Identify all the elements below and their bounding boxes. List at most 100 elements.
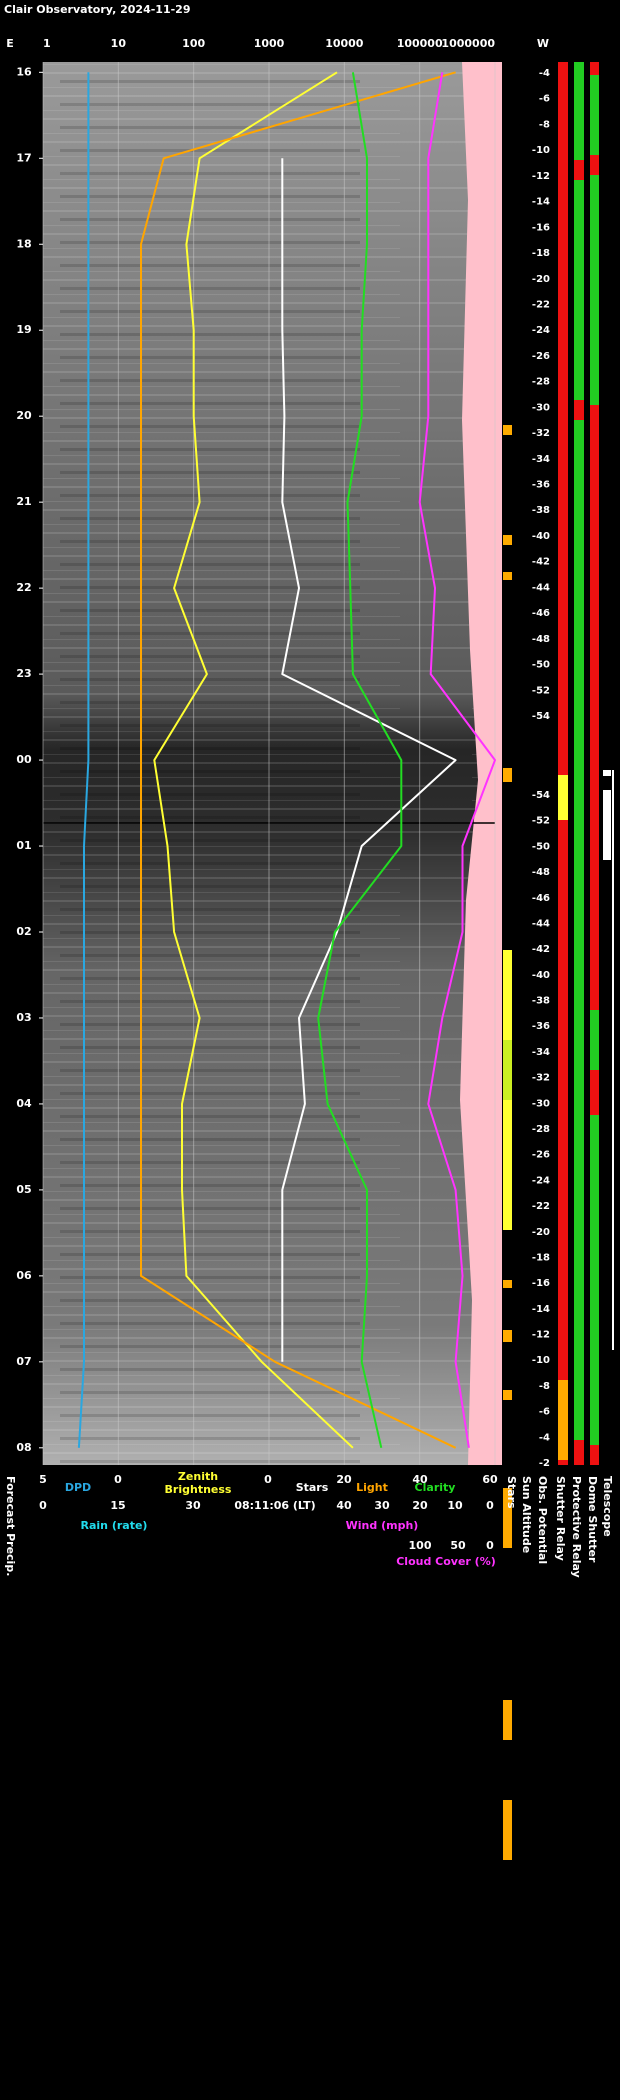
status-cell — [503, 950, 512, 1040]
altitude-label: -46 — [532, 893, 550, 904]
altitude-label: -28 — [532, 377, 550, 388]
series-label: DPD — [65, 1481, 91, 1494]
altitude-label: -8 — [539, 119, 550, 130]
altitude-label: -24 — [532, 1175, 550, 1186]
sun-strip — [495, 62, 502, 1465]
status-cell — [503, 1100, 512, 1230]
altitude-label: -28 — [532, 1124, 550, 1135]
altitude-label: -54 — [532, 711, 550, 722]
scale-tick-label: 0 — [486, 1539, 494, 1552]
protective-relay — [590, 1115, 599, 1445]
altitude-label: -18 — [532, 248, 550, 259]
status-cell — [503, 572, 512, 580]
x-tick-label: 100000 — [397, 37, 443, 50]
altitude-label: -52 — [532, 816, 550, 827]
altitude-label: -22 — [532, 299, 550, 310]
y-tick-label: 22 — [16, 581, 31, 594]
y-tick-label: 16 — [16, 65, 32, 78]
status-cell — [503, 1700, 512, 1740]
altitude-label: -20 — [532, 1227, 550, 1238]
x-tick-label: 10000 — [325, 37, 364, 50]
scale-tick-label: 0 — [114, 1473, 122, 1486]
west-label: W — [537, 37, 549, 50]
cloud-region — [460, 62, 495, 1465]
altitude-label: -42 — [532, 557, 550, 568]
altitude-label: -18 — [532, 1252, 550, 1263]
altitude-label: -40 — [532, 531, 550, 542]
scale-tick-label: 100 — [409, 1539, 432, 1552]
rain-label: Rain (rate) — [81, 1519, 148, 1532]
scale-tick-label: 20 — [336, 1473, 352, 1486]
y-tick-label: 20 — [16, 409, 32, 422]
obs-potential — [558, 62, 568, 1465]
altitude-label: -20 — [532, 274, 550, 285]
altitude-label: -34 — [532, 1047, 550, 1058]
status-cell — [503, 768, 512, 782]
altitude-label: -48 — [532, 634, 550, 645]
y-tick-label: 07 — [16, 1355, 31, 1368]
y-tick-label: 04 — [16, 1097, 32, 1110]
series-label: Light — [356, 1481, 388, 1494]
altitude-label: -48 — [532, 867, 550, 878]
altitude-label: -42 — [532, 944, 550, 955]
scale-tick-label: 40 — [336, 1499, 352, 1512]
y-tick-label: 03 — [16, 1011, 31, 1024]
status-cell — [503, 1040, 512, 1100]
altitude-label: -10 — [532, 145, 550, 156]
protective-relay — [590, 175, 599, 405]
y-tick-label: 01 — [16, 839, 31, 852]
obs-potential — [558, 1380, 568, 1460]
altitude-label: -44 — [532, 582, 550, 593]
y-tick-label: 05 — [16, 1183, 31, 1196]
y-tick-label: 08 — [16, 1441, 31, 1454]
altitude-label: -36 — [532, 1021, 550, 1032]
obs-potential — [558, 775, 568, 820]
altitude-label: -6 — [539, 94, 550, 105]
protective-relay — [590, 1010, 599, 1070]
protective-relay — [590, 75, 599, 155]
scale-tick-label: 50 — [450, 1539, 466, 1552]
series-line — [77, 72, 90, 1448]
x-tick-label: 1 — [43, 37, 51, 50]
altitude-label: -14 — [532, 1304, 550, 1315]
series-line — [153, 71, 354, 1449]
altitude-label: -38 — [532, 505, 550, 516]
scale-tick-label: 10 — [447, 1499, 463, 1512]
y-tick-label: 19 — [16, 323, 31, 336]
status-cell — [503, 1330, 512, 1342]
status-cell — [503, 1800, 512, 1860]
scale-tick-label: 40 — [412, 1473, 428, 1486]
altitude-label: -4 — [539, 68, 550, 79]
scale-tick-label: 0 — [39, 1499, 47, 1512]
altitude-label: -54 — [532, 790, 550, 801]
status-label: Dome Shutter — [586, 1476, 599, 1563]
status-cell — [503, 535, 512, 545]
scale-tick-label: 5 — [39, 1473, 47, 1486]
shutter-relay — [574, 62, 584, 1465]
x-tick-label: 1000 — [254, 37, 285, 50]
stars-axis-label: Stars — [505, 1476, 518, 1509]
altitude-label: -16 — [532, 222, 550, 233]
altitude-label: -22 — [532, 1201, 550, 1212]
altitude-label: -2 — [539, 1458, 550, 1469]
shutter-relay — [574, 160, 584, 180]
altitude-label: -44 — [532, 918, 550, 929]
altitude-label: -24 — [532, 325, 550, 336]
altitude-label: -40 — [532, 970, 550, 981]
x-tick-label: 1000000 — [441, 37, 495, 50]
status-columns — [558, 62, 614, 1465]
altitude-label: -6 — [539, 1407, 550, 1418]
scale-tick-label: 0 — [486, 1499, 494, 1512]
altitude-label: -32 — [532, 428, 550, 439]
scale-tick-label: 0 — [264, 1473, 272, 1486]
scale-tick-label: 60 — [482, 1473, 498, 1486]
scale-tick-label: 15 — [110, 1499, 125, 1512]
telescope — [612, 770, 614, 1350]
status-cell — [503, 1390, 512, 1400]
status-label: Protective Relay — [570, 1476, 583, 1578]
altitude-label: -30 — [532, 402, 550, 413]
altitude-label: -12 — [532, 1330, 550, 1341]
y-tick-label: 21 — [16, 495, 31, 508]
sun-altitude-column — [503, 425, 512, 1860]
